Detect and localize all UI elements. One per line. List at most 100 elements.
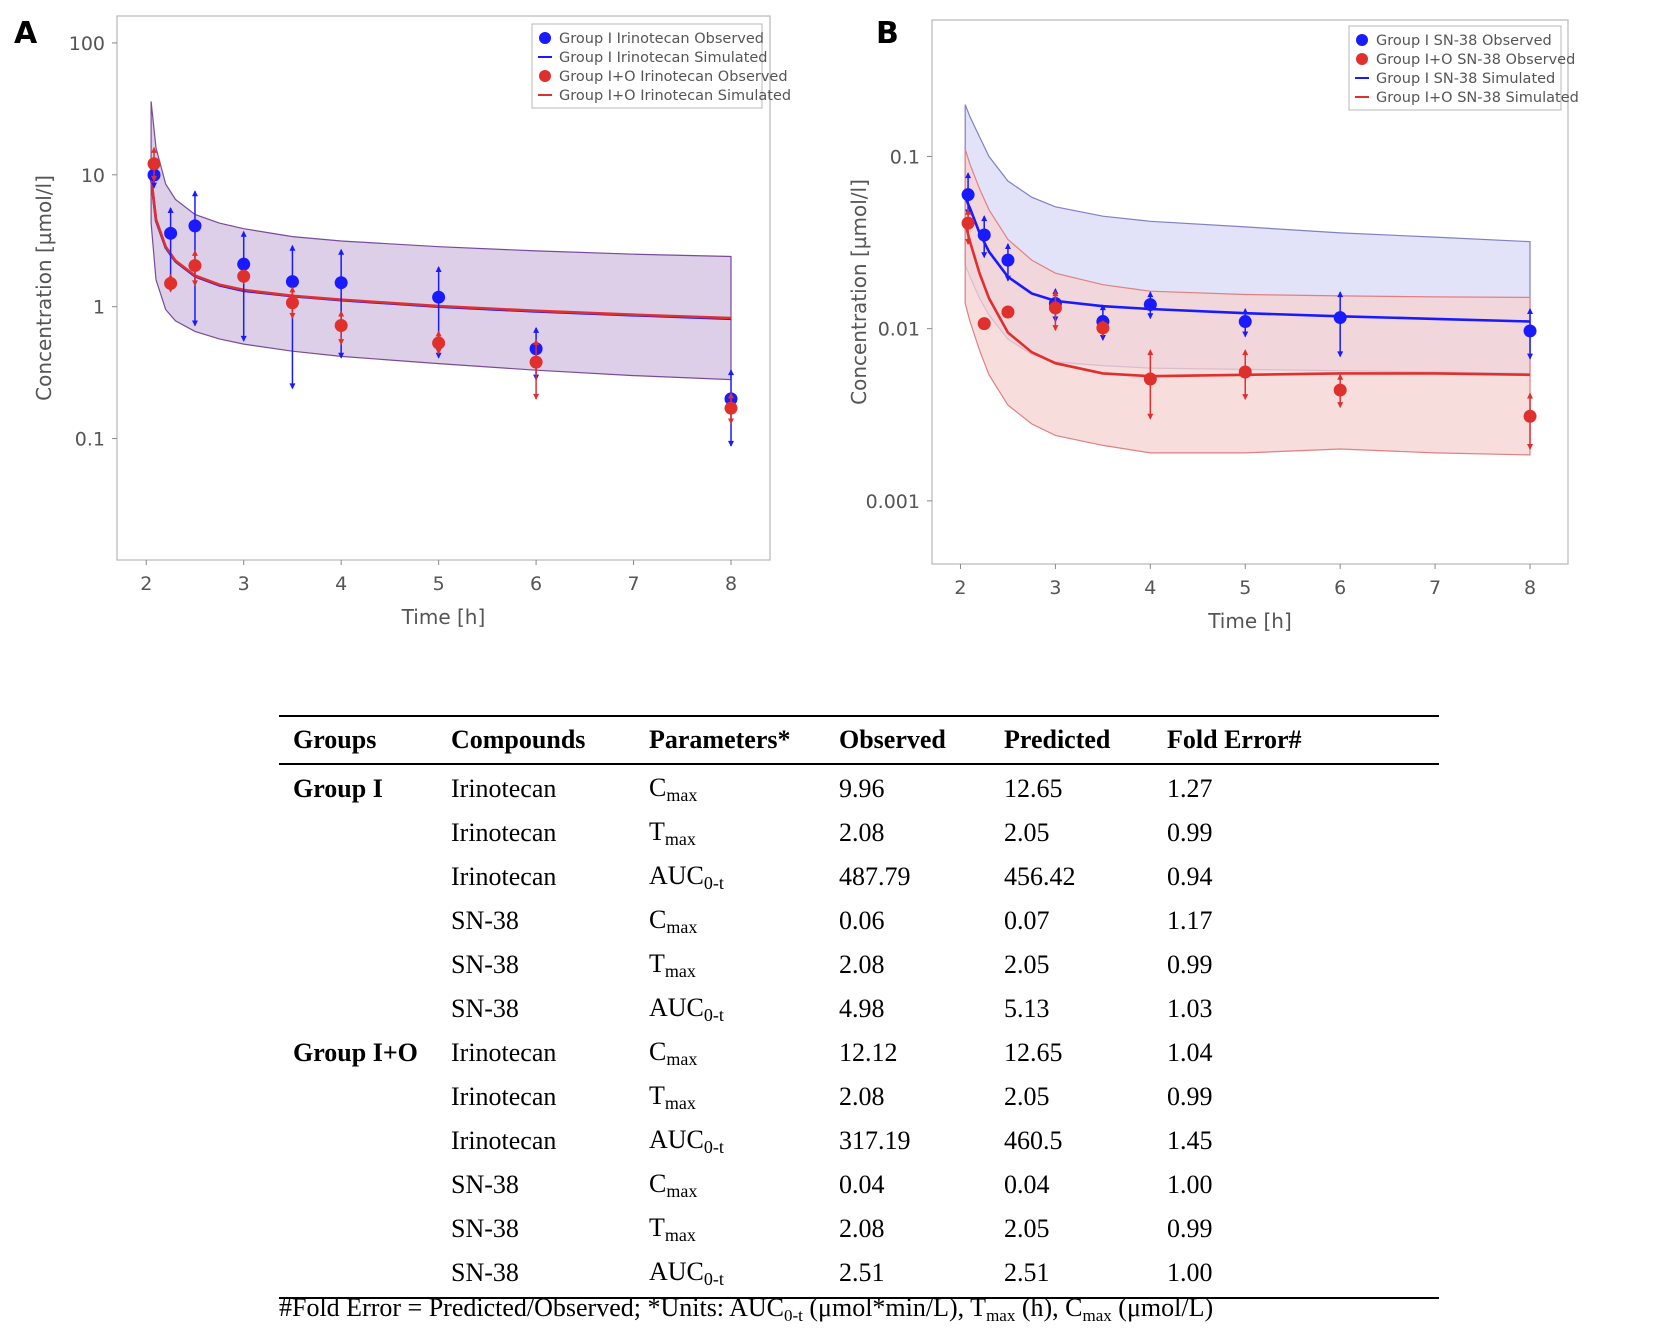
table-row: Irinotecan Tmax 2.08 2.05 0.99 [279,1075,1439,1119]
x-tick-label: 7 [628,573,640,595]
footnote-text-3: (h), C [1015,1293,1083,1322]
cell-group: Group I [293,774,383,803]
parameter-subscript: max [664,960,696,981]
x-tick-label: 6 [530,573,542,595]
cell-fold-error: 0.99 [1167,1214,1213,1243]
data-point [164,226,178,240]
panel-letter-b: B [876,16,899,51]
cell-parameter: Tmax [649,817,839,850]
y-tick-label: 100 [69,33,105,55]
data-point [432,336,446,350]
legend-label: Group I Irinotecan Observed [559,31,764,47]
error-cap [191,190,198,197]
table-row: Irinotecan AUC0-t 487.79 456.42 0.94 [279,855,1439,899]
error-cap [533,393,540,400]
cell-predicted: 12.65 [1004,774,1063,803]
data-point [432,290,446,304]
table-row: SN-38 Tmax 2.08 2.05 0.99 [279,1207,1439,1251]
error-cap [289,313,296,320]
cell-predicted: 2.05 [1004,1082,1050,1111]
legend-marker [539,70,551,82]
y-tick-label: 10 [81,165,105,187]
cell-fold-error: 1.04 [1167,1038,1213,1067]
parameter-symbol: C [649,1036,667,1066]
cell-predicted: 0.07 [1004,906,1050,935]
table-row: SN-38 AUC0-t 4.98 5.13 1.03 [279,987,1439,1031]
cell-predicted: 2.51 [1004,1258,1050,1287]
parameter-symbol: C [649,772,667,802]
legend-label: Group I+O Irinotecan Observed [559,69,788,85]
parameter-subscript: max [664,1224,696,1245]
parameter-subscript: 0-t [703,1136,724,1157]
data-point [285,296,299,310]
table-body: Group I Irinotecan Cmax 9.96 12.65 1.27 Irinot… [279,765,1439,1299]
footnote-text-2: (μmol*min/L), T [802,1293,987,1322]
cell-observed: 0.04 [839,1170,885,1199]
data-point [724,401,738,415]
cell-group: Group I+O [293,1038,418,1067]
error-cap [191,320,198,327]
parameter-symbol: AUC [649,860,704,890]
footnote-text-1: #Fold Error = Predicted/Observed; *Units… [279,1293,784,1322]
footnote-sub-2: max [986,1306,1016,1325]
data-point [147,157,161,171]
cell-fold-error: 1.03 [1167,994,1213,1023]
cell-fold-error: 1.00 [1167,1258,1213,1287]
error-cap [338,339,345,346]
parameter-symbol: C [649,904,667,934]
cell-fold-error: 0.99 [1167,1082,1213,1111]
parameter-subscript: max [666,1180,698,1201]
parameter-subscript: max [664,1092,696,1113]
cell-observed: 4.98 [839,994,885,1023]
cell-compound: SN-38 [451,1214,519,1243]
cell-observed: 12.12 [839,1038,898,1067]
header-predicted: Predicted [1004,725,1111,754]
error-cap [728,418,735,425]
data-point [188,219,202,233]
error-cap [338,248,345,255]
cell-compound: SN-38 [451,1170,519,1199]
table-row: Group I Irinotecan Cmax 9.96 12.65 1.27 [279,767,1439,811]
error-cap [435,352,442,359]
error-cap [728,440,735,447]
cell-parameter: Cmax [649,773,839,806]
error-cap [191,280,198,287]
parameter-subscript: max [666,1048,698,1069]
header-compounds: Compounds [451,725,586,754]
error-cap [289,244,296,251]
parameter-subscript: max [664,828,696,849]
cell-fold-error: 0.94 [1167,862,1213,891]
legend-marker [539,32,551,44]
parameter-symbol: T [649,948,665,978]
data-point [334,276,348,290]
table-row: SN-38 Cmax 0.06 0.07 1.17 [279,899,1439,943]
x-tick-label: 4 [335,573,347,595]
panel-letter-a: A [14,16,38,51]
cell-parameter: Cmax [649,1037,839,1070]
data-point [334,318,348,332]
parameter-symbol: AUC [649,1124,704,1154]
cell-compound: SN-38 [451,906,519,935]
table-row: SN-38 AUC0-t 2.51 2.51 1.00 [279,1251,1439,1295]
parameter-symbol: AUC [649,992,704,1022]
error-cap [289,383,296,390]
cell-fold-error: 0.99 [1167,818,1213,847]
error-cap [533,326,540,333]
cell-compound: Irinotecan [451,1126,557,1155]
y-tick-label: 0.1 [75,429,105,451]
error-cap [289,286,296,293]
error-cap [167,207,174,214]
data-point [237,257,251,271]
cell-fold-error: 1.45 [1167,1126,1213,1155]
x-tick-label: 5 [433,573,445,595]
data-point [529,355,543,369]
x-tick-label: 8 [725,573,737,595]
parameter-subscript: max [666,784,698,805]
cell-fold-error: 1.00 [1167,1170,1213,1199]
cell-observed: 2.08 [839,1082,885,1111]
header-fold-error: Fold Error# [1167,725,1302,754]
parameter-subscript: 0-t [703,872,724,893]
cell-parameter: AUC0-t [649,1257,839,1290]
header-observed: Observed [839,725,946,754]
cell-observed: 487.79 [839,862,911,891]
